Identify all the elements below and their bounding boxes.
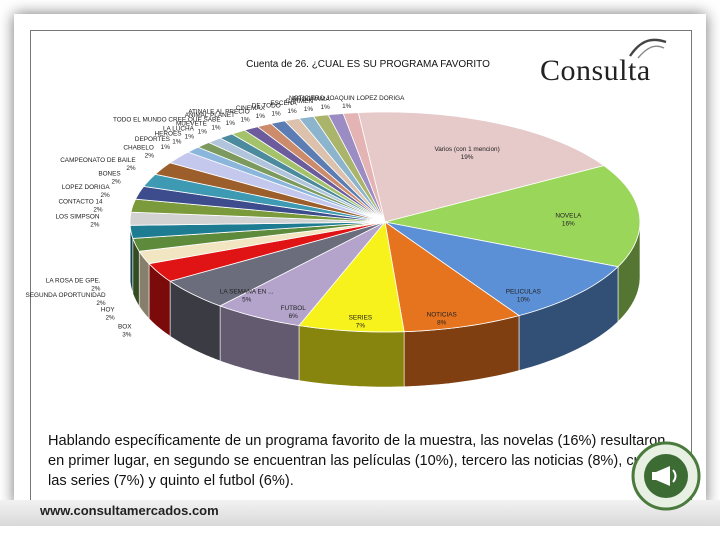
slice-label: LA SEMANA EN ... bbox=[220, 288, 274, 295]
slice-label: SERIES bbox=[349, 315, 372, 322]
pie-slice bbox=[169, 221, 386, 307]
pie-slice bbox=[384, 165, 641, 268]
slice-value-label: 7% bbox=[356, 323, 366, 330]
slice-value-label: 2% bbox=[90, 221, 100, 228]
pie-slice bbox=[219, 221, 386, 327]
slice-value-label: 1% bbox=[211, 124, 221, 131]
slice-value-label: 1% bbox=[256, 113, 266, 120]
slice-value-label: 3% bbox=[122, 331, 132, 338]
logo-swoosh-icon bbox=[629, 38, 667, 59]
consulta-logo: Consulta bbox=[540, 54, 651, 87]
slice-label: CHABELO bbox=[123, 145, 154, 152]
slice-label: PROGRAMA bbox=[293, 96, 331, 103]
slice-value-label: 1% bbox=[198, 129, 208, 136]
slice-value-label: 2% bbox=[91, 286, 101, 293]
slice-value-label: 1% bbox=[161, 144, 171, 151]
slice-value-label: 1% bbox=[226, 120, 236, 127]
slice-label: ANIMAL PLANET bbox=[185, 112, 235, 119]
slice-label: MUEVETE bbox=[176, 121, 207, 128]
slice-label: CAMPEONATO DE BAILE bbox=[60, 157, 135, 164]
pie-slice-side bbox=[298, 325, 405, 388]
chart-title: Cuenta de 26. ¿CUAL ES SU PROGRAMA FAVOR… bbox=[246, 59, 490, 70]
slice-value-label: 2% bbox=[105, 314, 115, 321]
slice-label: LA ROSA DE GPE. bbox=[46, 278, 101, 285]
slice-label: FUTBOL bbox=[281, 305, 307, 312]
slice-value-label: 1% bbox=[185, 133, 195, 140]
pie-slice bbox=[384, 221, 520, 333]
slice-value-label: 16% bbox=[562, 220, 575, 227]
slice-label: HEROES bbox=[155, 131, 182, 138]
pie-depth-group bbox=[129, 222, 641, 388]
slice-label: DEPORTES bbox=[135, 136, 170, 143]
pie-slice bbox=[384, 221, 619, 317]
slice-value-label: 2% bbox=[145, 153, 155, 160]
slice-value-label: 1% bbox=[287, 108, 297, 115]
slice-value-label: 10% bbox=[517, 296, 530, 303]
slice-label: DE TODO bbox=[252, 102, 281, 109]
slice-value-label: 6% bbox=[289, 313, 299, 320]
slice-label: SEGUNDA OPORTUNIDAD bbox=[25, 292, 106, 299]
slice-value-label: 1% bbox=[304, 106, 314, 113]
slice-label: CARMEN bbox=[285, 98, 313, 105]
slice-value-label: 2% bbox=[100, 192, 110, 199]
slice-label: CONTACTO 14 bbox=[58, 199, 103, 206]
slice-value-label: 2% bbox=[96, 300, 106, 307]
slice-value-label: 19% bbox=[461, 154, 474, 161]
slice-label: BONES bbox=[98, 170, 120, 177]
slice-label: TODO EL MUNDO CREE QUE SABE bbox=[113, 116, 221, 123]
slice-label: NOTICIAS bbox=[427, 312, 457, 319]
pie-slice bbox=[357, 111, 605, 223]
slice-label: ATINALE AL PRECIO bbox=[188, 109, 249, 116]
pie-top-group bbox=[129, 111, 641, 333]
slice-value-label: 1% bbox=[271, 110, 281, 117]
slice-label: LOPEZ DORIGA bbox=[62, 184, 111, 191]
slice-value-label: 5% bbox=[242, 296, 252, 303]
pie-slice bbox=[298, 221, 405, 333]
slice-value-label: 1% bbox=[321, 104, 331, 111]
footer-url[interactable]: www.consultamercados.com bbox=[40, 503, 219, 518]
slice-label: Varios (con 1 mencion) bbox=[434, 146, 499, 153]
slice-value-label: 2% bbox=[93, 207, 103, 214]
slice-label: NOVELA bbox=[555, 212, 582, 219]
slice-label: PELICULAS bbox=[506, 288, 541, 295]
slice-label: HOY bbox=[101, 306, 116, 313]
slice-value-label: 2% bbox=[111, 178, 121, 185]
slice-label: LOS SIMPSON bbox=[55, 213, 99, 220]
slice-value-label: 8% bbox=[437, 320, 447, 327]
slice-label: BOX bbox=[118, 323, 132, 330]
slice-value-label: 1% bbox=[172, 139, 182, 146]
seal-logo-icon bbox=[631, 441, 701, 511]
slice-label: ESCENA bbox=[270, 100, 297, 107]
slice-label: CINEMAX bbox=[236, 105, 266, 112]
slice-label: LA LUCHA bbox=[163, 125, 195, 132]
slice-label: NOTICIERO JOAQUIN LOPEZ DORIGA bbox=[289, 95, 405, 102]
pie-slice bbox=[342, 112, 386, 223]
slice-value-label: 2% bbox=[126, 165, 136, 172]
slice-value-label: 1% bbox=[342, 103, 352, 110]
slide-caption: Hablando específicamente de un programa … bbox=[48, 433, 667, 489]
pie-slice bbox=[148, 221, 386, 282]
footer-bar bbox=[0, 500, 720, 526]
slice-value-label: 1% bbox=[240, 117, 250, 124]
